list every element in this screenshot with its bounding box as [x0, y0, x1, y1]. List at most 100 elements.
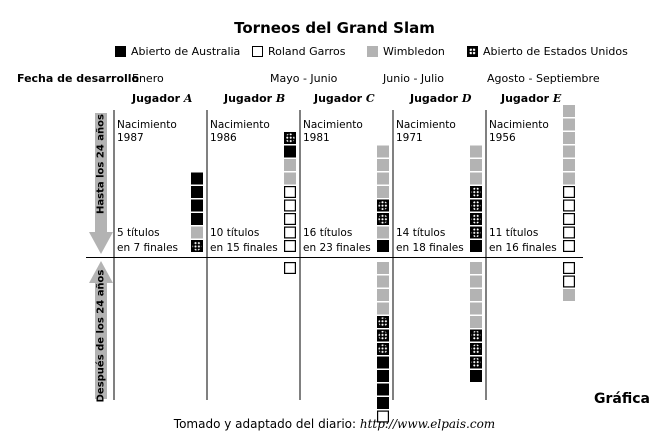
- figure-label: Gráfica: [594, 391, 650, 407]
- legend-item-australia: Abierto de Australia: [115, 44, 240, 58]
- trophy-square-wimbledon: [377, 145, 389, 158]
- finals-count: en 23 finales: [303, 242, 371, 254]
- trophy-square-wimbledon: [563, 118, 575, 131]
- stats-e: 11 títulos en 16 finales: [489, 226, 557, 256]
- legend-label-wimbledon: Wimbledon: [383, 44, 445, 58]
- trophy-square-wimbledon: [377, 172, 389, 185]
- trophy-square-wimbledon: [470, 289, 482, 301]
- arrow-down-icon: [89, 113, 113, 254]
- finals-count: en 18 finales: [396, 242, 464, 254]
- trophy-square-wimbledon: [284, 172, 296, 185]
- player-letter: E: [552, 92, 562, 105]
- trophy-square-roland-garros: [562, 186, 575, 199]
- trophy-square-wimbledon: [563, 159, 575, 171]
- finals-count: en 7 finales: [117, 242, 179, 254]
- player-label: Jugador: [410, 92, 459, 105]
- stats-b: 10 títulos en 15 finales: [210, 226, 278, 256]
- trophy-square-wimbledon: [563, 105, 575, 117]
- birth-info-c: Nacimiento 1981: [303, 119, 363, 145]
- us-open-dots-icon: [471, 330, 481, 341]
- birth-year: 1981: [303, 132, 330, 144]
- titles-count: 16 títulos: [303, 227, 353, 239]
- source-url: http://www.elpais.com: [359, 417, 496, 431]
- player-header-b: Jugador B: [224, 92, 285, 105]
- trophy-square-roland-garros: [284, 226, 297, 239]
- player-header-d: Jugador D: [410, 92, 471, 105]
- player-header-a: Jugador A: [132, 92, 192, 105]
- player-header-e: Jugador E: [501, 92, 561, 105]
- period-agosto-septiembre: Agosto - Septiembre: [487, 72, 600, 85]
- source-note: Tomado y adaptado del diario: http://www…: [0, 417, 669, 431]
- birth-info-e: Nacimiento 1956: [489, 119, 549, 145]
- trophy-square-wimbledon: [470, 159, 482, 171]
- trophy-square-roland-garros: [284, 262, 297, 275]
- stats-c: 16 títulos en 23 finales: [303, 226, 371, 256]
- finals-count: en 16 finales: [489, 242, 557, 254]
- trophy-square-wimbledon: [470, 316, 482, 328]
- birth-label: Nacimiento: [117, 119, 177, 131]
- trophy-square-roland-garros: [284, 199, 297, 212]
- stats-a: 5 títulos en 7 finales: [117, 226, 178, 256]
- player-letter: D: [461, 92, 472, 105]
- fecha-label: Fecha de desarrollo: [17, 72, 140, 85]
- us-open-dots-icon: [378, 344, 388, 354]
- trophy-square-wimbledon: [377, 159, 389, 171]
- trophy-square-australia: [377, 383, 389, 396]
- trophy-square-wimbledon: [470, 302, 482, 315]
- titles-count: 11 títulos: [489, 227, 539, 239]
- trophy-square-wimbledon: [191, 226, 203, 239]
- titles-count: 14 títulos: [396, 227, 446, 239]
- player-letter: A: [183, 92, 193, 105]
- trophy-square-wimbledon: [470, 172, 482, 185]
- birth-info-d: Nacimiento 1971: [396, 119, 456, 145]
- legend-item-us-open: Abierto de Estados Unidos: [467, 44, 628, 58]
- trophy-square-australia: [284, 145, 296, 158]
- trophy-square-roland-garros: [562, 262, 575, 275]
- trophy-square-roland-garros: [562, 226, 575, 239]
- trophy-square-australia: [470, 240, 482, 252]
- birth-info-a: Nacimiento 1987: [117, 119, 177, 145]
- us-open-dots-icon: [471, 357, 481, 368]
- trophy-square-wimbledon: [563, 172, 575, 185]
- player-label: Jugador: [501, 92, 550, 105]
- player-label: Jugador: [314, 92, 363, 105]
- trophy-square-roland-garros: [284, 240, 297, 253]
- birth-year: 1986: [210, 132, 237, 144]
- trophy-square-wimbledon: [377, 226, 389, 239]
- us-open-dots-icon: [378, 214, 388, 224]
- trophy-square-roland-garros: [562, 275, 575, 288]
- us-open-dots-icon: [192, 241, 202, 251]
- dotted-square-icon: [467, 45, 478, 57]
- trophy-square-australia: [191, 199, 203, 212]
- period-enero: Enero: [132, 72, 164, 85]
- trophy-square-australia: [191, 186, 203, 198]
- trophy-square-wimbledon: [377, 302, 389, 315]
- trophy-square-roland-garros: [284, 186, 297, 199]
- white-square-icon: [252, 45, 263, 57]
- trophy-square-roland-garros: [377, 410, 390, 423]
- black-square-icon: [115, 45, 126, 57]
- birth-year: 1987: [117, 132, 144, 144]
- trophy-square-wimbledon: [377, 289, 389, 301]
- legend-label-roland-garros: Roland Garros: [268, 44, 346, 58]
- period-junio-julio: Junio - Julio: [383, 72, 444, 85]
- player-letter: C: [365, 92, 375, 105]
- period-mayo-junio: Mayo - Junio: [270, 72, 338, 85]
- trophy-square-australia: [470, 370, 482, 382]
- finals-count: en 15 finales: [210, 242, 278, 254]
- titles-count: 5 títulos: [117, 227, 160, 239]
- us-open-dots-icon: [471, 187, 481, 197]
- trophy-square-wimbledon: [284, 159, 296, 171]
- trophy-square-wimbledon: [470, 145, 482, 158]
- birth-year: 1971: [396, 132, 423, 144]
- player-letter: B: [275, 92, 286, 105]
- side-label-after-24: Después de los 24 años: [95, 269, 107, 403]
- us-open-dots-icon: [285, 133, 295, 143]
- trophy-squares: [191, 105, 575, 423]
- trophy-square-australia: [377, 370, 389, 382]
- trophy-square-australia: [191, 213, 203, 225]
- player-label: Jugador: [224, 92, 273, 105]
- trophy-square-wimbledon: [470, 262, 482, 274]
- us-open-dots-icon: [471, 344, 481, 354]
- trophy-square-wimbledon: [377, 186, 389, 198]
